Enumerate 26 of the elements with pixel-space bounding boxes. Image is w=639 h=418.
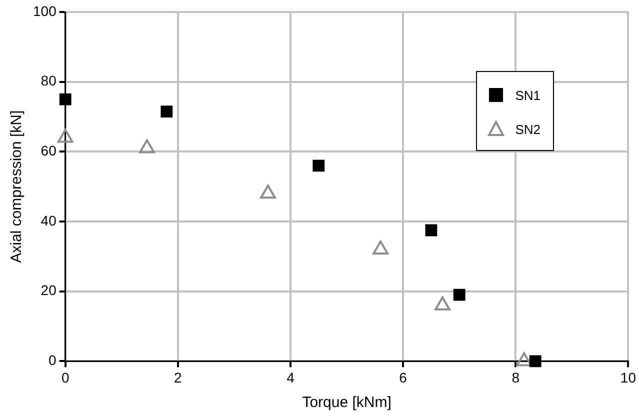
point <box>425 224 438 236</box>
x-axis-title: Torque [kNm] <box>302 394 392 412</box>
x-tick-label: 10 <box>620 369 636 386</box>
point <box>160 106 173 118</box>
y-tick-label: 0 <box>48 352 57 368</box>
point <box>260 184 276 199</box>
point <box>453 288 466 301</box>
x-tick-label: 6 <box>399 369 408 386</box>
point <box>372 240 388 254</box>
y-tick-label: 100 <box>33 2 57 19</box>
point <box>139 139 155 154</box>
y-tick-label: 80 <box>40 72 57 89</box>
legend-label: SN1 <box>515 88 541 103</box>
legend-label: SN2 <box>515 122 541 137</box>
x-tick-label: 2 <box>174 369 182 386</box>
y-tick-label: 40 <box>40 212 57 228</box>
y-tick-label: 60 <box>40 142 57 159</box>
point <box>59 93 72 106</box>
point <box>434 296 450 310</box>
y-tick-label: 20 <box>40 282 57 298</box>
y-axis-title: Axial compression [kN] <box>8 110 26 263</box>
point <box>57 128 74 143</box>
x-tick-label: 8 <box>512 369 520 386</box>
x-tick-label: 4 <box>286 369 295 386</box>
x-tick-label: 0 <box>61 369 70 386</box>
point <box>312 160 325 172</box>
